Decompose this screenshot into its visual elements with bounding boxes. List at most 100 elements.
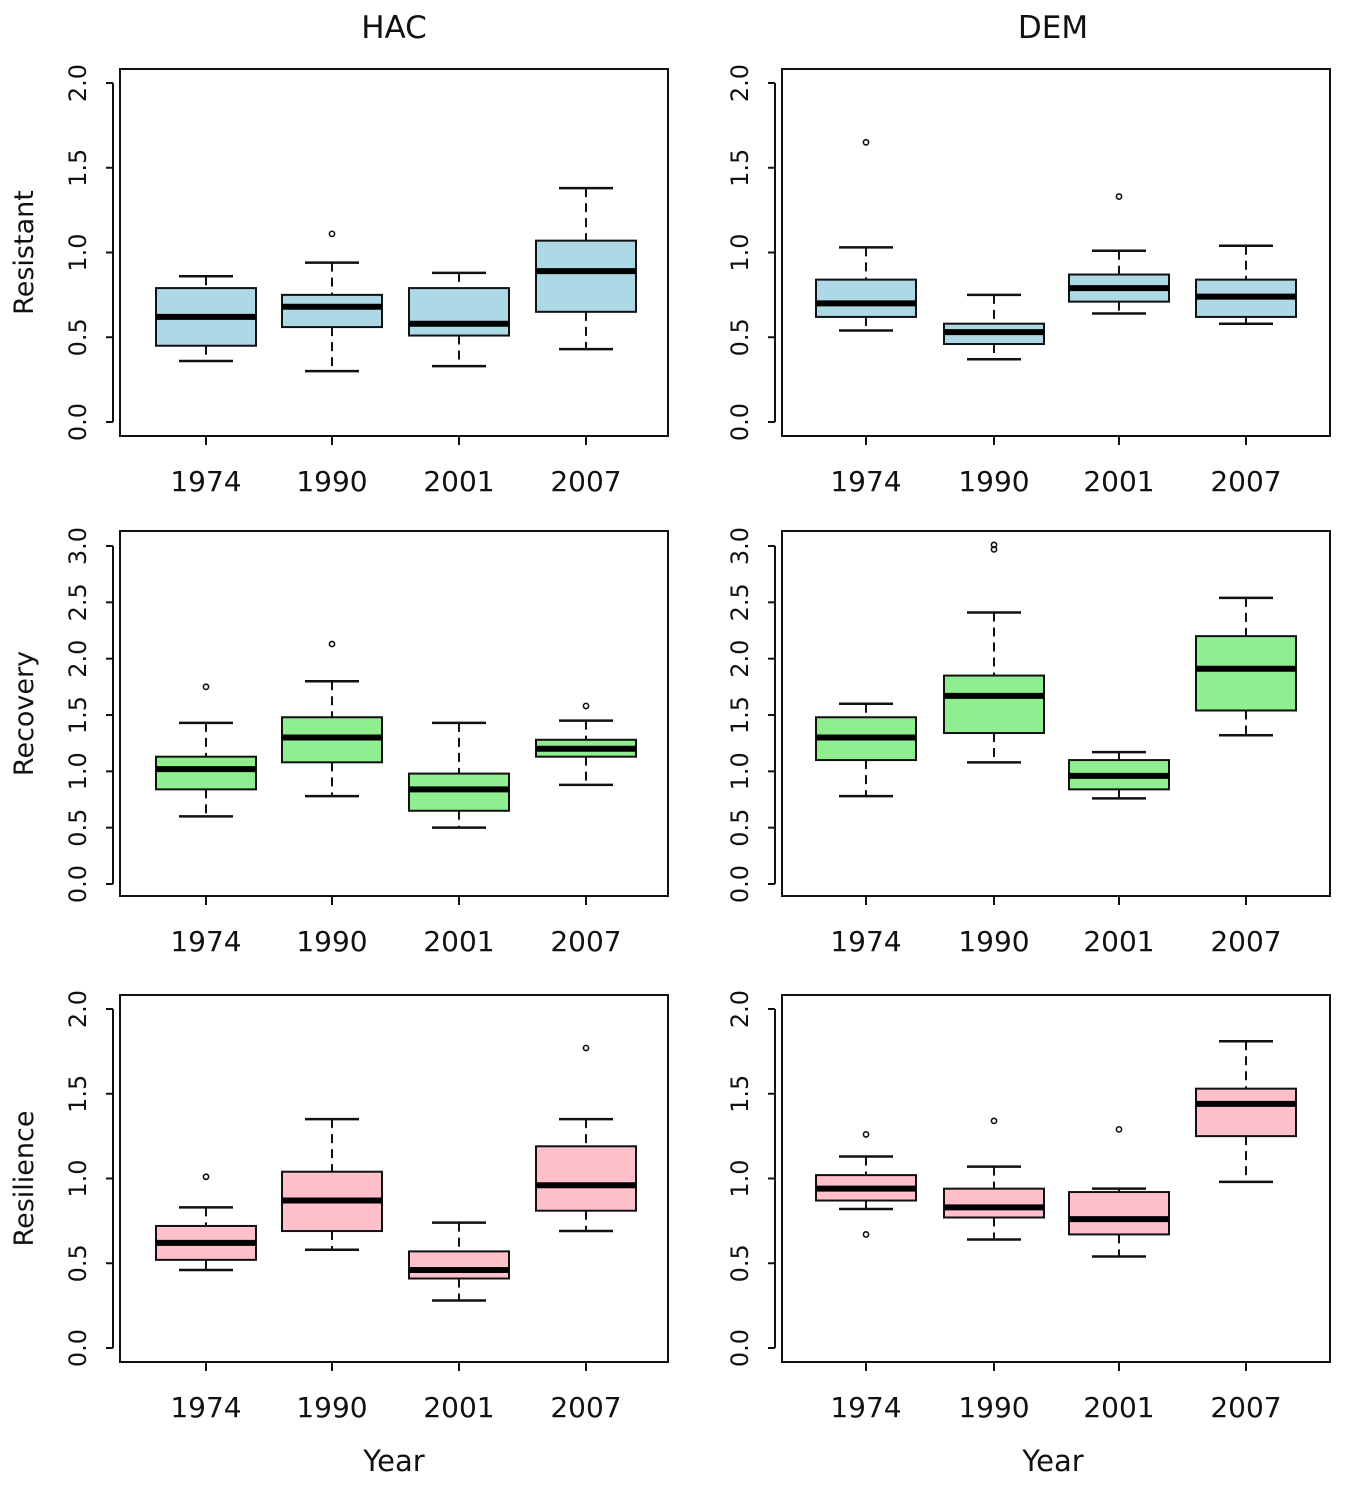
- x-tick-label: 2001: [423, 1391, 494, 1424]
- outlier-point: [990, 541, 998, 549]
- y-tick-label: 1.5: [726, 696, 754, 734]
- plot-frame: [119, 530, 669, 897]
- y-tick-label: 0.0: [726, 865, 754, 903]
- box-2001: [1068, 750, 1170, 800]
- outlier-point: [1115, 1125, 1123, 1133]
- outlier-point: [582, 702, 590, 710]
- outlier-point: [862, 1231, 870, 1238]
- y-tick-label: 2.0: [64, 64, 92, 102]
- x-tick-label: 2001: [1083, 925, 1154, 958]
- y-tick-label: 1.5: [726, 1075, 754, 1113]
- box-1990: [943, 293, 1045, 361]
- y-tick-label: 2.0: [726, 64, 754, 102]
- iqr-box: [408, 1250, 510, 1280]
- y-tick-label: 1.0: [64, 233, 92, 271]
- x-tick-label: 1974: [830, 1391, 901, 1424]
- box-1990: [281, 1117, 383, 1251]
- x-tick-label: 1974: [830, 925, 901, 958]
- box-2001: [408, 271, 510, 368]
- outlier-point: [328, 230, 336, 238]
- iqr-box: [943, 1187, 1045, 1219]
- x-tick-label: 1990: [958, 925, 1029, 958]
- x-tick-label: 2001: [423, 925, 494, 958]
- x-axis-label-dem: Year: [1021, 1444, 1083, 1478]
- box-1974: [155, 683, 257, 818]
- iqr-box: [408, 287, 510, 337]
- outlier-point: [862, 138, 870, 146]
- iqr-box: [535, 1145, 637, 1212]
- plot-frame: [781, 68, 1331, 437]
- y-tick-label: 1.0: [726, 233, 754, 271]
- box-2007: [535, 186, 637, 351]
- panel-dem-row1: 0.0 0.5 1.0 1.5 2.0 2.5 3.0 1974 1990 2001 2007: [726, 527, 1331, 958]
- x-axis-label-hac: Year: [362, 1444, 424, 1478]
- y-tick-label: 2.5: [726, 583, 754, 621]
- y-axis-label: Recovery: [9, 651, 40, 776]
- chart-panels: 0.0 0.5 1.0 1.5 2.0 Resistant 1974 1990 2001 2007…: [9, 64, 1331, 1424]
- box-1974: [815, 1131, 917, 1238]
- panel-dem-row2: 0.0 0.5 1.0 1.5 2.0 1974 1990 2001 2007: [726, 990, 1331, 1424]
- iqr-box: [281, 293, 383, 329]
- x-tick-label: 2001: [1083, 465, 1154, 498]
- y-tick-label: 3.0: [726, 527, 754, 565]
- y-tick-label: 1.5: [726, 149, 754, 187]
- outlier-point: [202, 1173, 210, 1181]
- iqr-box: [535, 239, 637, 313]
- y-axis-label: Resilience: [9, 1111, 40, 1247]
- y-tick-label: 2.0: [64, 990, 92, 1028]
- y-tick-label: 1.5: [64, 696, 92, 734]
- iqr-box: [815, 278, 917, 318]
- y-tick-label: 1.5: [64, 149, 92, 187]
- box-2007: [1195, 244, 1297, 325]
- plot-frame: [781, 530, 1331, 897]
- outlier-point: [1115, 193, 1123, 200]
- column-title-hac: HAC: [361, 10, 427, 46]
- y-tick-label: 2.0: [726, 990, 754, 1028]
- x-tick-label: 1990: [296, 1391, 367, 1424]
- y-tick-label: 0.5: [726, 1244, 754, 1282]
- y-tick-label: 1.0: [64, 752, 92, 790]
- box-1990: [281, 230, 383, 373]
- x-tick-label: 1990: [296, 465, 367, 498]
- box-2001: [408, 1221, 510, 1302]
- y-tick-label: 0.0: [726, 403, 754, 441]
- iqr-box: [943, 674, 1045, 735]
- y-tick-label: 0.0: [64, 865, 92, 903]
- y-tick-label: 1.0: [726, 1159, 754, 1197]
- box-2001: [1068, 1125, 1170, 1258]
- x-tick-label: 2007: [550, 1391, 621, 1424]
- outlier-point: [582, 1044, 590, 1052]
- iqr-box: [1068, 1191, 1170, 1236]
- x-tick-label: 2007: [1210, 465, 1281, 498]
- box-1990: [943, 1117, 1045, 1241]
- y-tick-label: 2.0: [726, 640, 754, 678]
- box-1974: [155, 1173, 257, 1272]
- panel-hac-row0: 0.0 0.5 1.0 1.5 2.0 Resistant 1974 1990 2001 2007: [9, 64, 669, 498]
- box-1974: [815, 138, 917, 332]
- x-tick-label: 1974: [170, 465, 241, 498]
- panel-dem-row0: 0.0 0.5 1.0 1.5 2.0 1974 1990 2001 2007: [726, 64, 1331, 498]
- x-tick-label: 1990: [296, 925, 367, 958]
- x-tick-label: 2007: [550, 465, 621, 498]
- box-1974: [815, 702, 917, 798]
- x-tick-label: 2007: [1210, 925, 1281, 958]
- outlier-point: [328, 640, 336, 648]
- y-tick-label: 0.0: [64, 1329, 92, 1367]
- outlier-point: [202, 683, 210, 691]
- outlier-point: [862, 1131, 870, 1138]
- y-tick-label: 0.5: [726, 809, 754, 847]
- panel-hac-row2: 0.0 0.5 1.0 1.5 2.0 Resilience 1974 1990 2001 200…: [9, 990, 669, 1424]
- box-2007: [1195, 1039, 1297, 1184]
- box-2001: [1068, 193, 1170, 315]
- y-tick-label: 0.0: [726, 1329, 754, 1367]
- y-tick-label: 2.5: [64, 583, 92, 621]
- x-tick-label: 1974: [170, 1391, 241, 1424]
- box-1990: [943, 541, 1045, 764]
- x-tick-label: 2001: [423, 465, 494, 498]
- box-2001: [408, 721, 510, 829]
- y-tick-label: 1.5: [64, 1075, 92, 1113]
- iqr-box: [1195, 1087, 1297, 1138]
- y-tick-label: 0.5: [726, 318, 754, 356]
- box-2007: [535, 702, 637, 787]
